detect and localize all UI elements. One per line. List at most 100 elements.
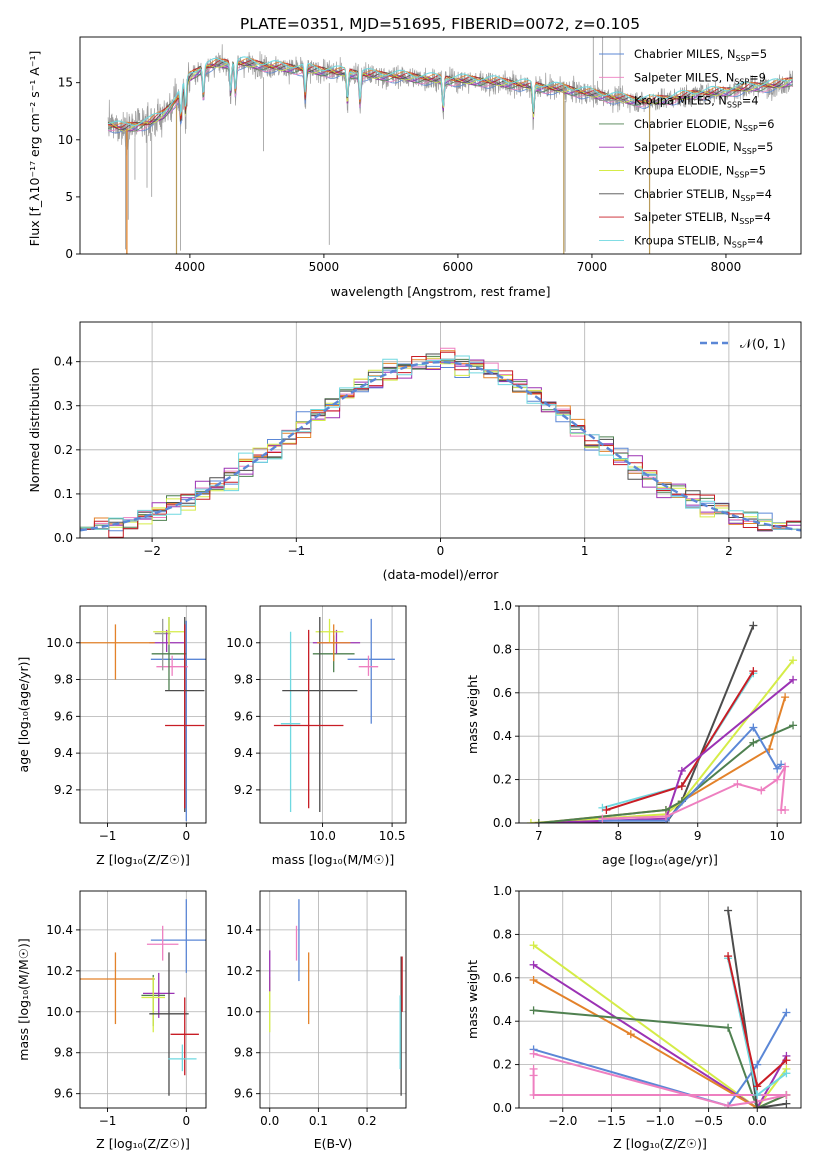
y-tick-label: 0.0 — [54, 531, 73, 545]
y-tick-label: 0.0 — [493, 1101, 512, 1115]
y-tick-label: 9.4 — [234, 746, 253, 760]
mass_weight_vs_Z-ylabel: mass weight — [465, 960, 480, 1039]
y-tick-label: 9.4 — [54, 746, 73, 760]
x-tick-label: −1.0 — [645, 1114, 674, 1128]
y-tick-label: 0.1 — [54, 487, 73, 501]
spectrum-ylabel: Flux [f_λ10⁻¹⁷ erg cm⁻² s⁻¹ A⁻¹] — [27, 51, 42, 247]
y-tick-label: 10.0 — [46, 636, 73, 650]
mass_vs_EBV-axes: 0.0 0.1 0.2 9.6 9.8 10.0 10.2 10.4 E(B-V) — [226, 890, 407, 1151]
x-tick-label: 2 — [725, 544, 733, 558]
histogram-7 — [80, 351, 801, 538]
weight-series-line — [578, 625, 755, 823]
y-tick-label: 10.0 — [226, 636, 253, 650]
x-tick-label: 0.1 — [309, 1114, 328, 1128]
x-tick-label: 10.5 — [379, 829, 406, 843]
mass_vs_EBV-xlabel: E(B-V) — [314, 1136, 353, 1151]
age_vs_Z-axes: −1 0 9.2 9.4 9.6 9.8 10.0 Z [log₁₀(Z/Z☉)] age [l… — [16, 605, 207, 867]
mass_vs_Z-xlabel: Z [log₁₀(Z/Z☉)] — [96, 1136, 190, 1151]
mass_vs_Z-axes: −1 0 9.6 9.8 10.0 10.2 10.4 Z [log₁₀(Z/Z☉)] mass… — [16, 890, 207, 1151]
x-tick-label: 10 — [770, 829, 785, 843]
mass_weight_vs_age-frame — [518, 605, 802, 824]
x-tick-label: 0.0 — [260, 1114, 279, 1128]
mass_weight_vs_Z-xlabel: Z [log₁₀(Z/Z☉)] — [613, 1136, 707, 1151]
legend-label-tail: =5 — [757, 141, 774, 154]
spectrum-axes: 4000 5000 6000 7000 8000 0 5 10 15 wavelength [An… — [27, 36, 802, 299]
y-tick-label: 0.0 — [493, 816, 512, 830]
y-tick-label: 1.0 — [493, 599, 512, 613]
y-tick-label: 0.2 — [54, 443, 73, 457]
y-tick-label: 9.2 — [234, 783, 253, 797]
y-tick-label: 9.2 — [54, 783, 73, 797]
y-tick-label: 9.8 — [54, 673, 73, 687]
legend-label: Chabrier ELODIE, NSSP=6 — [634, 118, 774, 133]
spectrum-model-line — [107, 60, 793, 131]
x-tick-label: 5000 — [309, 260, 340, 274]
y-tick-label: 0.4 — [493, 1014, 512, 1028]
weight-series-line — [606, 670, 755, 811]
x-tick-label: −1.5 — [597, 1114, 626, 1128]
age_vs_mass-axes: 10.0 10.5 9.2 9.4 9.6 9.8 10.0 mass [log₁₀(M/M☉… — [226, 605, 407, 867]
legend-label-main: Chabrier MILES, N — [634, 48, 735, 61]
y-tick-label: 0.2 — [493, 1058, 512, 1072]
y-tick-label: 1.0 — [493, 884, 512, 898]
mass_vs_Z-frame — [79, 890, 207, 1109]
y-tick-label: 9.8 — [234, 673, 253, 687]
mass_vs_Z-ylabel: mass [log₁₀(M/M☉)] — [16, 938, 31, 1060]
y-tick-label: 9.8 — [54, 1046, 73, 1060]
legend-label-main: Salpeter MILES, N — [634, 71, 734, 84]
legend-label-tail: =4 — [755, 188, 772, 201]
y-tick-label: 0.8 — [493, 927, 512, 941]
weight-series-line — [538, 679, 794, 823]
x-tick-label: 9 — [694, 829, 702, 843]
age_vs_mass-plot-area — [260, 606, 406, 823]
y-tick-label: 0.6 — [493, 686, 512, 700]
residuals-ylabel: Normed distribution — [27, 368, 42, 493]
residuals-axes: −2 −1 0 1 2 0.0 0.1 0.2 0.3 0.4 (data-model)/error… — [27, 321, 802, 582]
legend-label-main: Chabrier ELODIE, N — [634, 118, 743, 131]
histogram-8 — [80, 355, 801, 530]
legend-label: Kroupa STELIB, NSSP=4 — [634, 234, 763, 249]
legend-label: Kroupa MILES, NSSP=4 — [634, 95, 759, 110]
legend-label-main: Kroupa MILES, N — [634, 95, 727, 108]
y-tick-label: 10.2 — [46, 964, 73, 978]
x-tick-label: −1 — [99, 829, 117, 843]
x-tick-label: 8000 — [711, 260, 742, 274]
spectrum-data-line — [107, 44, 794, 156]
y-tick-label: 0.2 — [493, 773, 512, 787]
y-tick-label: 10 — [58, 133, 73, 147]
age_vs_Z-xlabel: Z [log₁₀(Z/Z☉)] — [96, 852, 190, 867]
legend-label-tail: =9 — [749, 71, 766, 84]
age_vs_Z-frame — [79, 605, 207, 824]
y-tick-label: 0.3 — [54, 399, 73, 413]
weight-series-line — [533, 1009, 787, 1108]
x-tick-label: 0.2 — [358, 1114, 377, 1128]
spectrum-plot-area — [107, 37, 794, 254]
x-tick-label: −0.5 — [694, 1114, 723, 1128]
legend-label-sub: SSP — [732, 240, 747, 249]
y-tick-label: 0 — [65, 247, 73, 261]
y-tick-label: 10.0 — [226, 1005, 253, 1019]
legend-label-sub: SSP — [735, 54, 750, 63]
age_vs_Z-plot-area — [80, 606, 206, 823]
weight-series-line — [727, 910, 787, 1108]
y-tick-label: 9.6 — [54, 709, 73, 723]
y-tick-label: 5 — [65, 190, 73, 204]
legend-label-sub: SSP — [740, 194, 755, 203]
age_vs_mass-xlabel: mass [log₁₀(M/M☉)] — [272, 852, 394, 867]
legend-label: Chabrier MILES, NSSP=5 — [634, 48, 767, 63]
mass_weight_vs_Z-axes: −2.0 −1.5 −1.0 −0.5 0.0 0.0 0.2 0.4 0.6 0.8 1.0 Z [… — [465, 884, 802, 1151]
mass_weight_vs_age-ylabel: mass weight — [465, 675, 480, 754]
weight-series-line — [533, 944, 788, 1108]
legend-label-sub: SSP — [743, 124, 758, 133]
y-tick-label: 9.6 — [54, 1087, 73, 1101]
y-tick-label: 9.6 — [234, 1087, 253, 1101]
weight-series-line — [533, 963, 788, 1108]
x-tick-label: 7000 — [577, 260, 608, 274]
age_vs_Z-ylabel: age [log₁₀(age/yr)] — [16, 657, 31, 773]
x-tick-label: 6000 — [443, 260, 474, 274]
y-tick-label: 10.4 — [46, 923, 73, 937]
legend-label-tail: =4 — [747, 234, 764, 247]
residuals-xlabel: (data-model)/error — [383, 567, 500, 582]
x-tick-label: −2 — [143, 544, 161, 558]
